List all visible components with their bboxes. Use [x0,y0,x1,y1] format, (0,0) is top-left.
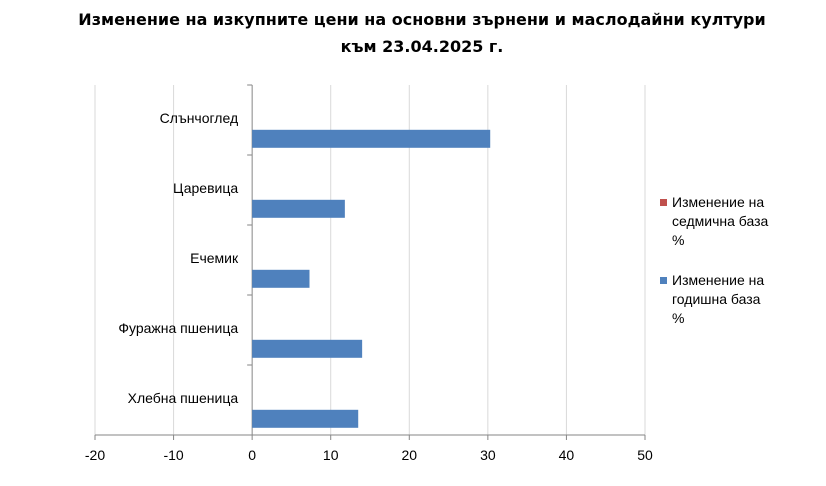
category-label: Слънчоглед [160,110,238,126]
x-tick-label: -20 [85,447,105,463]
bar [252,129,491,148]
legend-swatch [660,199,667,206]
category-label: Хлебна пшеница [128,390,239,406]
legend-swatch [660,277,667,284]
x-tick-label: 10 [323,447,339,463]
bar [252,269,310,288]
x-tick-label: 30 [480,447,496,463]
bar [252,339,363,358]
category-label: Царевица [173,180,238,196]
legend-label: % [672,310,684,326]
chart-title-line-2: към 23.04.2025 г. [341,37,504,56]
x-tick-label: 50 [637,447,653,463]
chart-title: Изменение на изкупните цени на основни з… [78,10,765,56]
legend: Изменение на седмична база% Изменение на го… [660,194,769,326]
bar [252,409,359,428]
x-tick-label: -10 [163,447,183,463]
legend-label: годишна база [672,291,761,307]
legend-label: % [672,232,684,248]
x-tick-label: 40 [559,447,575,463]
chart-title-line-1: Изменение на изкупните цени на основни з… [78,10,765,29]
plot-area: -20 -10 0 10 20 30 40 50 Хлебна пшеница Фуражна п… [85,84,653,463]
category-label: Фуражна пшеница [118,320,238,336]
x-tick-label: 20 [401,447,417,463]
legend-label: седмична база [672,213,769,229]
legend-label: Изменение на [672,194,764,210]
x-tick-label: 0 [248,447,256,463]
bar [252,199,345,218]
legend-label: Изменение на [672,272,764,288]
category-label: Ечемик [190,250,239,266]
